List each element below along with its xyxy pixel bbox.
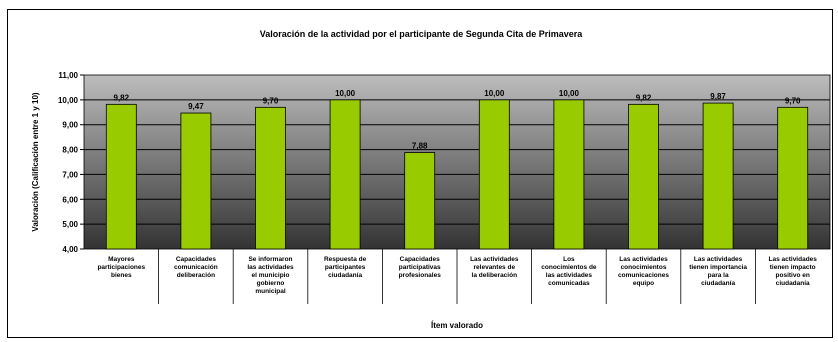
y-tick-label: 7,00 xyxy=(62,170,78,179)
y-tick-label: 11,00 xyxy=(58,71,78,80)
data-label: 9,82 xyxy=(114,93,130,102)
bars xyxy=(105,99,809,250)
data-labels: 9,82 9,47 9,70 10,00 7,88 10,00 10,00 9,82 9,87 9… xyxy=(114,89,802,151)
category-label: Respuesta de participantes ciudadanía xyxy=(324,256,367,279)
data-label: 10,00 xyxy=(559,89,580,98)
y-tick-label: 4,00 xyxy=(62,245,78,254)
bar xyxy=(553,99,585,250)
category-label: Las actividades conocimientos comunicacion… xyxy=(618,256,669,287)
data-label: 9,47 xyxy=(188,102,204,111)
bar-chart: Valoración de la actividad por el partic… xyxy=(31,29,831,330)
bar xyxy=(478,99,510,250)
bar xyxy=(628,103,659,250)
y-axis-ticks: 4,00 5,00 6,00 7,00 8,00 9,00 10,00 11,00 xyxy=(58,71,84,254)
bar xyxy=(404,152,436,250)
chart-frame: Valoración de la actividad por el partic… xyxy=(7,9,833,338)
data-label: 9,82 xyxy=(636,93,652,102)
bar xyxy=(329,99,361,250)
data-label: 9,87 xyxy=(710,92,726,101)
bar xyxy=(255,106,286,250)
y-tick-label: 10,00 xyxy=(58,96,79,105)
data-label: 9,70 xyxy=(263,96,279,105)
x-axis-label: Ítem valorado xyxy=(431,321,483,330)
y-tick-label: 5,00 xyxy=(62,220,78,229)
category-label: Las actividades relevantes de la deliberac… xyxy=(470,256,519,279)
bar xyxy=(180,112,212,250)
y-tick-label: 8,00 xyxy=(62,146,78,155)
chart-title: Valoración de la actividad por el partic… xyxy=(260,29,584,39)
category-label: Las actividades tienen impacto positivo en… xyxy=(768,256,817,287)
data-label: 7,88 xyxy=(412,142,428,151)
data-label: 10,00 xyxy=(484,89,505,98)
category-label: Mayores participaciones bienes xyxy=(97,256,145,279)
category-label: Se informaron las actividades el municipio… xyxy=(247,256,294,295)
x-axis-categories: Mayores participaciones bienes Capacidades c… xyxy=(97,249,817,304)
category-label: Los conocimientos de las actividades comuni… xyxy=(541,256,597,287)
bar xyxy=(105,103,137,250)
bar xyxy=(777,106,809,250)
category-label: Las actividades tienen importancia para la… xyxy=(689,256,747,287)
y-tick-label: 6,00 xyxy=(62,195,78,204)
data-label: 9,70 xyxy=(785,96,801,105)
data-label: 10,00 xyxy=(335,89,356,98)
category-label: Capacidades participativas profesionales xyxy=(399,256,442,279)
bar xyxy=(702,102,734,250)
y-tick-label: 9,00 xyxy=(62,121,78,130)
category-label: Capacidades comunicación deliberación xyxy=(174,256,218,279)
y-axis-label: Valoración (Calificación entre 1 y 10) xyxy=(31,92,40,232)
